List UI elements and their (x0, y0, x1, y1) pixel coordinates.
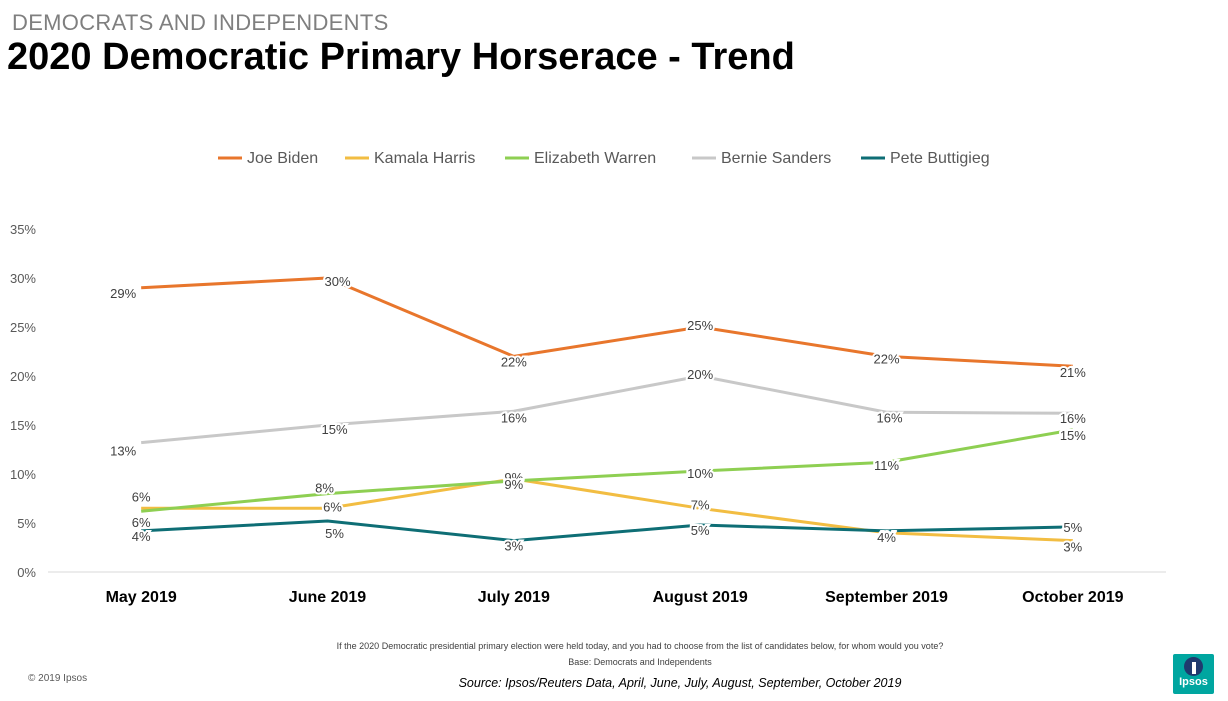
y-tick-label: 30% (10, 271, 36, 286)
x-tick-label: May 2019 (106, 589, 177, 606)
logo-text: Ipsos (1179, 676, 1208, 688)
data-label: 5% (325, 526, 344, 541)
legend-label: Elizabeth Warren (534, 150, 656, 167)
y-tick-label: 20% (10, 369, 36, 384)
data-label: 4% (877, 529, 896, 544)
data-label: 22% (501, 354, 527, 369)
y-tick-label: 35% (10, 222, 36, 237)
data-label: 13% (110, 444, 136, 459)
series-line (141, 519, 1073, 543)
supertitle: DEMOCRATS AND INDEPENDENTS (12, 10, 389, 35)
data-label: 15% (321, 422, 347, 437)
data-label: 11% (874, 458, 899, 473)
legend-label: Kamala Harris (374, 150, 475, 167)
data-label: 7% (691, 497, 710, 512)
data-label: 16% (876, 410, 902, 425)
data-label: 10% (687, 466, 713, 481)
x-tick-label: July 2019 (478, 589, 550, 606)
base-footnote: Base: Democrats and Independents (568, 657, 712, 667)
y-tick-label: 25% (10, 320, 36, 335)
ipsos-logo: Ipsos (1173, 654, 1214, 694)
y-tick-label: 10% (10, 467, 36, 482)
x-tick-label: October 2019 (1022, 589, 1123, 606)
data-label: 25% (687, 318, 713, 333)
legend-label: Bernie Sanders (721, 150, 831, 167)
copyright: © 2019 Ipsos (28, 673, 88, 684)
data-label: 29% (110, 286, 136, 301)
series-line (141, 276, 1073, 368)
series-line (141, 374, 1073, 445)
y-tick-label: 5% (17, 516, 36, 531)
y-tick-label: 0% (17, 565, 36, 580)
data-label: 5% (691, 523, 710, 538)
data-label: 16% (1060, 411, 1086, 426)
legend-label: Joe Biden (247, 150, 318, 167)
data-label: 3% (1063, 540, 1082, 555)
data-label: 15% (1060, 428, 1086, 443)
source-note: Source: Ipsos/Reuters Data, April, June,… (458, 676, 902, 690)
data-label: 4% (132, 529, 151, 544)
data-label: 3% (504, 539, 523, 554)
data-label: 21% (1060, 365, 1086, 380)
series-line (141, 477, 1073, 543)
data-label: 8% (315, 481, 334, 496)
data-label: 30% (324, 274, 350, 289)
data-label: 6% (132, 515, 151, 530)
data-label: 6% (323, 499, 342, 514)
page-title: 2020 Democratic Primary Horserace - Tren… (7, 36, 795, 78)
logo-bar-icon (1192, 662, 1196, 674)
x-tick-label: June 2019 (289, 589, 366, 606)
series-line (141, 428, 1074, 513)
data-label: 22% (873, 351, 899, 366)
x-tick-label: August 2019 (653, 589, 748, 606)
data-label: 20% (687, 367, 713, 382)
data-label: 9% (504, 477, 523, 492)
y-tick-label: 15% (10, 418, 36, 433)
legend-label: Pete Buttigieg (890, 150, 990, 167)
data-label: 16% (501, 410, 527, 425)
x-tick-label: September 2019 (825, 589, 948, 606)
data-label: 5% (1063, 520, 1082, 535)
data-label: 6% (132, 489, 151, 504)
data-label: 4% (877, 530, 896, 545)
data-label: 9% (504, 470, 523, 485)
question-footnote: If the 2020 Democratic presidential prim… (336, 641, 944, 651)
